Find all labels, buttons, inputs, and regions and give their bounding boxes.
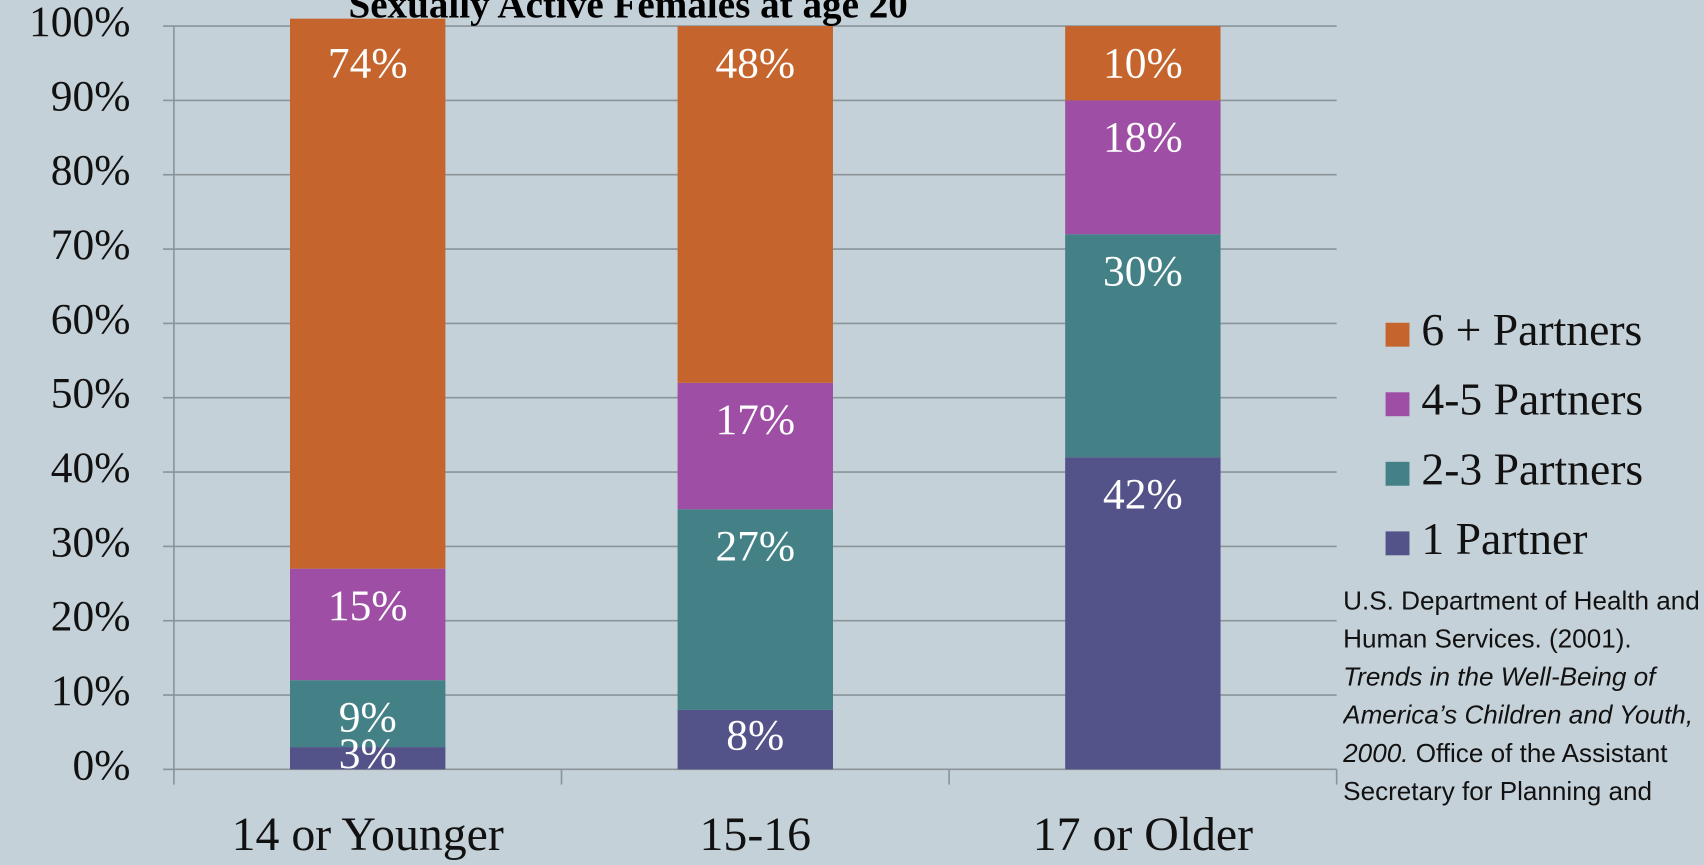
value-label: 3% — [339, 730, 397, 778]
value-label: 30% — [1103, 247, 1183, 295]
bar-segment — [290, 680, 446, 748]
bar-segment — [290, 568, 446, 681]
value-label: 48% — [715, 39, 795, 87]
value-label: 18% — [1103, 114, 1183, 162]
legend-swatch — [1385, 322, 1410, 347]
bar-segment — [290, 747, 446, 770]
value-label: 27% — [715, 522, 795, 570]
value-label: 10% — [1103, 39, 1183, 87]
bar-segment — [677, 509, 833, 710]
x-tick-label: 15-16 — [700, 808, 812, 861]
bar-segment — [290, 18, 446, 569]
value-label: 17% — [715, 396, 795, 444]
legend-swatch — [1385, 461, 1410, 486]
y-tick-label: 60% — [51, 295, 131, 343]
x-tick-label: 14 or Younger — [232, 808, 504, 861]
y-tick-label: 30% — [51, 518, 131, 566]
bar-segment — [1065, 26, 1221, 101]
y-tick-label: 0% — [73, 741, 131, 789]
source-box: U.S. Department of Health and Human Serv… — [1343, 582, 1702, 865]
legend-label: 6 + Partners — [1421, 304, 1642, 355]
legend-label: 2-3 Partners — [1421, 443, 1643, 494]
source-title: Trends in the Well-Being of America’s Ch… — [1343, 662, 1694, 769]
bars — [290, 18, 1221, 770]
value-label: 74% — [328, 39, 408, 87]
y-tick-label: 40% — [51, 444, 131, 492]
value-label: 15% — [328, 582, 408, 630]
x-tick-label: 17 or Older — [1033, 808, 1253, 861]
legend-label: 1 Partner — [1421, 513, 1587, 564]
value-label: 8% — [726, 712, 784, 760]
value-label: 9% — [339, 693, 397, 741]
legend-label: 4-5 Partners — [1421, 374, 1643, 425]
legend-swatch — [1385, 531, 1410, 556]
y-tick-label: 20% — [51, 593, 131, 641]
bar-segment — [677, 709, 833, 770]
y-tick-label: 70% — [51, 221, 131, 269]
bar-segment — [1065, 100, 1221, 235]
y-tick-label: 90% — [51, 72, 131, 120]
y-tick-label: 80% — [51, 147, 131, 195]
y-tick-label: 10% — [51, 667, 131, 715]
y-tick-label: 50% — [51, 370, 131, 418]
bar-segment — [677, 26, 833, 383]
bar-segment — [1065, 457, 1221, 770]
bar-segment — [677, 382, 833, 510]
source-text: U.S. Department of Health and Human Serv… — [1343, 586, 1700, 655]
legend-swatch — [1385, 392, 1410, 417]
y-tick-label: 100% — [29, 0, 130, 46]
bar-segment — [1065, 234, 1221, 458]
value-label: 42% — [1103, 470, 1183, 518]
source-text: Office of the Assistant Secretary for Pl… — [1343, 738, 1668, 807]
chart-title: Sexually Active Females at age 20 — [348, 0, 907, 27]
source: U.S. Department of Health and Human Serv… — [1343, 582, 1702, 865]
